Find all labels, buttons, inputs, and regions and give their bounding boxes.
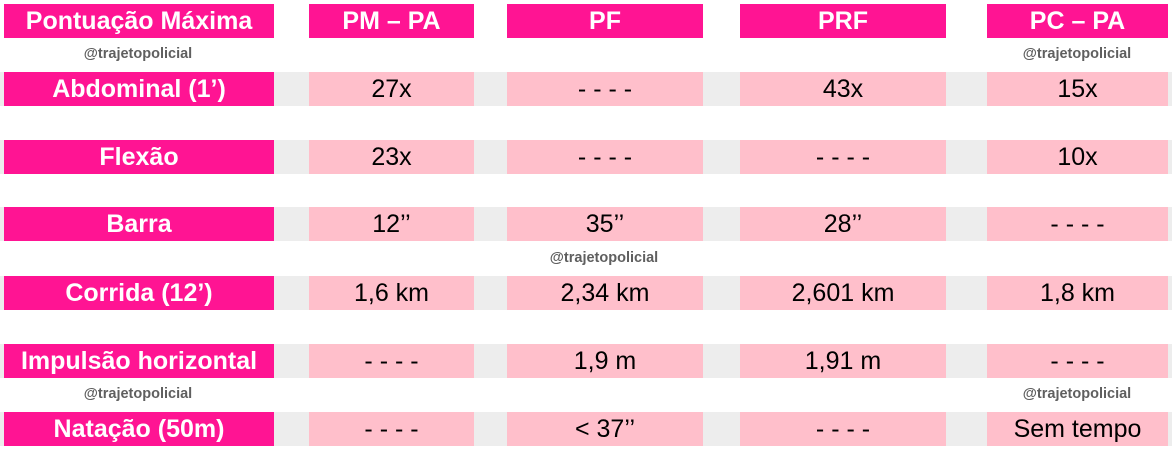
table-cell: - - - - bbox=[507, 140, 703, 174]
row-label-corrida: Corrida (12’) bbox=[4, 276, 274, 310]
row-label-abdominal: Abdominal (1’) bbox=[4, 72, 274, 106]
table-cell: 43x bbox=[740, 72, 946, 106]
table-cell: - - - - bbox=[987, 207, 1168, 241]
table-cell: - - - - bbox=[309, 412, 474, 446]
watermark: @trajetopolicial bbox=[549, 250, 659, 266]
watermark: @trajetopolicial bbox=[1022, 46, 1132, 62]
table-cell: 12’’ bbox=[309, 207, 474, 241]
table-cell: 28’’ bbox=[740, 207, 946, 241]
table-title: Pontuação Máxima bbox=[4, 4, 274, 38]
table-cell: 23x bbox=[309, 140, 474, 174]
table-cell: 35’’ bbox=[507, 207, 703, 241]
column-header-pf: PF bbox=[507, 4, 703, 38]
column-header-pm-pa: PM – PA bbox=[309, 4, 474, 38]
row-label-barra: Barra bbox=[4, 207, 274, 241]
table-cell: 1,91 m bbox=[740, 344, 946, 378]
table-cell: - - - - bbox=[309, 344, 474, 378]
table-cell: 15x bbox=[987, 72, 1168, 106]
row-label-flexao: Flexão bbox=[4, 140, 274, 174]
watermark: @trajetopolicial bbox=[83, 46, 193, 62]
table-cell: - - - - bbox=[987, 344, 1168, 378]
row-label-natacao: Natação (50m) bbox=[4, 412, 274, 446]
watermark: @trajetopolicial bbox=[1022, 386, 1132, 402]
column-header-pc-pa: PC – PA bbox=[987, 4, 1168, 38]
table-cell: 1,9 m bbox=[507, 344, 703, 378]
table-cell: - - - - bbox=[740, 140, 946, 174]
column-header-prf: PRF bbox=[740, 4, 946, 38]
table-cell: - - - - bbox=[507, 72, 703, 106]
row-label-impulsao-horizontal: Impulsão horizontal bbox=[4, 344, 274, 378]
table-cell: 27x bbox=[309, 72, 474, 106]
table-cell: 2,34 km bbox=[507, 276, 703, 310]
table-cell: 1,8 km bbox=[987, 276, 1168, 310]
watermark: @trajetopolicial bbox=[83, 386, 193, 402]
table-cell: < 37’’ bbox=[507, 412, 703, 446]
table-cell: 1,6 km bbox=[309, 276, 474, 310]
table-cell: Sem tempo bbox=[987, 412, 1168, 446]
table-cell: 2,601 km bbox=[740, 276, 946, 310]
table-cell: - - - - bbox=[740, 412, 946, 446]
table-cell: 10x bbox=[987, 140, 1168, 174]
